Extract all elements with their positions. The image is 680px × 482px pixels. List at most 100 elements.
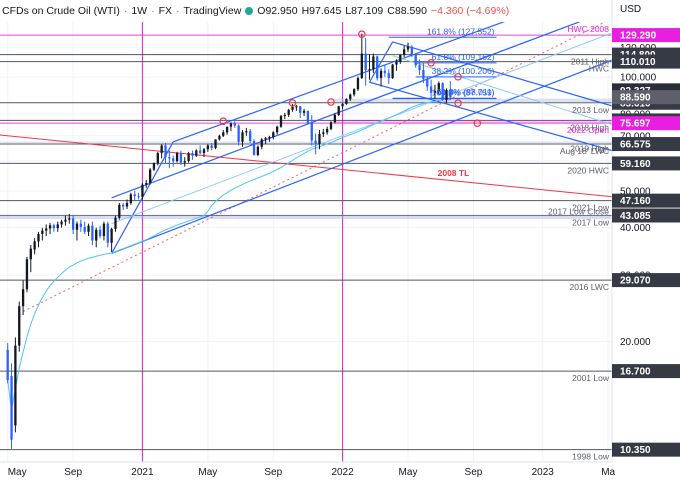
candle-body bbox=[206, 145, 210, 150]
candle-body bbox=[41, 230, 44, 234]
price-axis-layer: USD20.00030.00040.00050.00060.00070.0008… bbox=[611, 0, 680, 482]
level-tag: 129.290 bbox=[620, 31, 657, 42]
level-tag: 59.160 bbox=[620, 159, 651, 170]
level-tag: 43.085 bbox=[620, 211, 651, 222]
candle-body bbox=[68, 218, 71, 220]
interval-label[interactable]: 1W bbox=[131, 5, 148, 17]
candle-body bbox=[237, 125, 240, 142]
trendline-label: 2008 TL bbox=[438, 168, 470, 178]
candle-body bbox=[191, 153, 194, 156]
candle-body bbox=[399, 55, 402, 62]
candle-body bbox=[395, 61, 398, 65]
candle-body bbox=[71, 218, 75, 230]
level-label: 2019 High bbox=[570, 144, 609, 154]
vertical-markers-layer bbox=[141, 22, 344, 462]
candle-body bbox=[133, 194, 136, 197]
candle-body bbox=[210, 145, 213, 148]
open-zone bbox=[334, 120, 612, 124]
candle-body bbox=[98, 229, 102, 237]
candle-body bbox=[299, 106, 302, 113]
candle-body bbox=[345, 99, 348, 104]
candle-body bbox=[168, 157, 171, 159]
candle-body bbox=[148, 169, 152, 184]
candle-body bbox=[106, 223, 109, 243]
candle-body bbox=[279, 115, 283, 127]
pivot-marker bbox=[454, 99, 462, 107]
fib-label: 61.8% (88.011) bbox=[437, 87, 495, 97]
labels-layer: 161.8% (127.552) 61.8% (109.162) 38.2% (10… bbox=[427, 24, 610, 462]
candle-body bbox=[102, 223, 106, 237]
level-tag-bg bbox=[612, 137, 680, 152]
exchange-label: FX bbox=[158, 5, 173, 17]
market-status-icon bbox=[245, 7, 254, 15]
pivot-marker bbox=[473, 119, 482, 127]
level-label: 1998 Low bbox=[572, 452, 610, 462]
candle-body bbox=[25, 259, 29, 290]
candle-body bbox=[349, 94, 352, 100]
candle-body bbox=[364, 53, 367, 71]
level-tag-bg bbox=[612, 273, 680, 288]
level-tag: 29.070 bbox=[620, 276, 651, 287]
trendline-2008 bbox=[0, 134, 612, 198]
candle-body bbox=[195, 150, 198, 156]
markers-layer bbox=[219, 30, 482, 127]
candle-body bbox=[252, 141, 256, 155]
level-tag: 66.575 bbox=[620, 140, 651, 151]
candle-body bbox=[356, 78, 360, 90]
ohlc-close: C88.590 bbox=[387, 5, 427, 17]
candle-body bbox=[83, 226, 86, 232]
low-zone bbox=[0, 214, 612, 219]
candle-body bbox=[268, 136, 271, 139]
candle-body bbox=[318, 133, 321, 145]
candle-body bbox=[376, 56, 379, 79]
candle-body bbox=[87, 225, 90, 232]
candle-body bbox=[179, 153, 183, 163]
candle-body bbox=[422, 70, 425, 79]
candle-body bbox=[114, 217, 117, 229]
candle-body bbox=[137, 196, 140, 198]
candle-body bbox=[91, 225, 94, 241]
candle-body bbox=[110, 228, 113, 243]
time-label: 2022 bbox=[331, 467, 354, 478]
candle-body bbox=[118, 204, 121, 218]
fib-label: 161.8% (127.552) bbox=[427, 26, 495, 36]
candle-body bbox=[249, 131, 252, 142]
time-label: Sep bbox=[465, 467, 483, 478]
candle-body bbox=[10, 376, 13, 440]
candle-body bbox=[160, 145, 163, 154]
candle-body bbox=[341, 103, 344, 107]
candle-body bbox=[295, 106, 298, 108]
level-label: 2016 LWC bbox=[569, 282, 609, 292]
candle-body bbox=[60, 221, 63, 225]
level-tag: 16.700 bbox=[620, 367, 651, 378]
level-label: HWC 2008 bbox=[567, 24, 609, 34]
dotted-trendline bbox=[22, 22, 607, 313]
pivot-marker bbox=[358, 30, 366, 38]
candle-body bbox=[198, 150, 202, 154]
time-label: May bbox=[8, 467, 27, 478]
lwc-zone bbox=[0, 141, 612, 145]
candle-body bbox=[79, 223, 82, 227]
candle-body bbox=[291, 106, 294, 110]
candle-body bbox=[222, 132, 225, 136]
level-label: 2001 Low bbox=[572, 373, 610, 383]
candle-body bbox=[410, 46, 414, 55]
pivot-marker bbox=[288, 99, 297, 107]
candle-body bbox=[264, 138, 267, 140]
candle-body bbox=[202, 149, 206, 154]
price-tick: 40.000 bbox=[620, 223, 651, 234]
candle-body bbox=[218, 135, 221, 140]
level-tag-bg bbox=[612, 54, 680, 69]
level-tag: 10.350 bbox=[620, 445, 651, 456]
grid-layer bbox=[0, 22, 612, 462]
candle-body bbox=[156, 153, 159, 164]
candle-body bbox=[125, 202, 129, 207]
candle-body bbox=[141, 184, 144, 197]
candle-body bbox=[391, 64, 394, 79]
symbol-name[interactable]: CFDs on Crude Oil (WTI) bbox=[2, 5, 120, 17]
level-tag-bg bbox=[612, 208, 680, 223]
close-price-tag: 88.590 bbox=[620, 93, 651, 104]
candle-body bbox=[272, 132, 275, 137]
drawings-layer bbox=[0, 22, 612, 411]
